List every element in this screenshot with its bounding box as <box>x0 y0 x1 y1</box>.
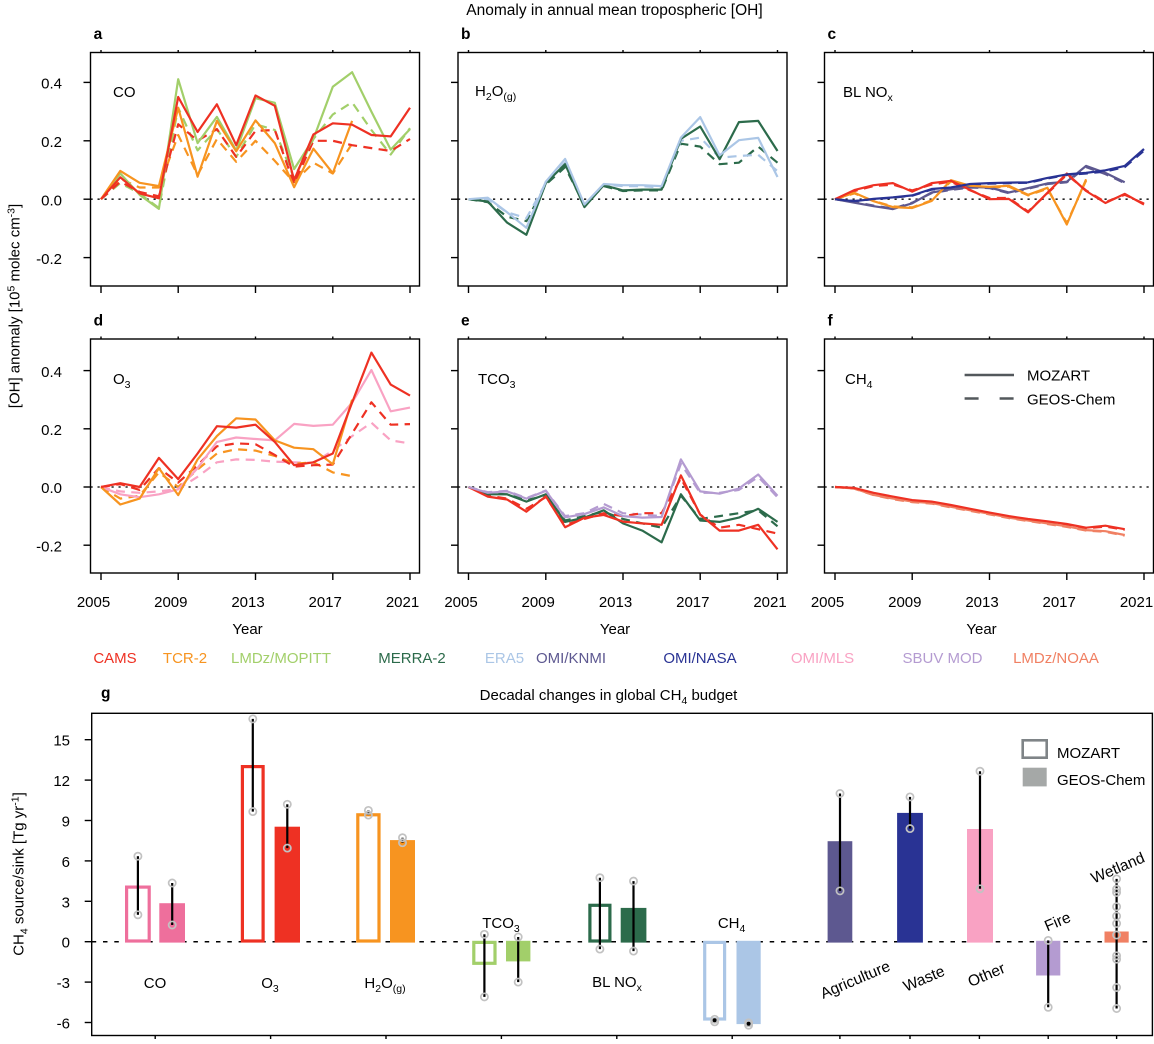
svg-text:GEOS-Chem: GEOS-Chem <box>1027 392 1115 409</box>
svg-text:2017: 2017 <box>676 594 709 611</box>
svg-text:-0.2: -0.2 <box>36 538 62 555</box>
svg-text:[OH] anomaly [105 molec cm-3]: [OH] anomaly [105 molec cm-3] <box>6 204 24 408</box>
svg-text:2005: 2005 <box>444 594 477 611</box>
svg-text:CH4 source/sink [Tg yr-1]: CH4 source/sink [Tg yr-1] <box>10 792 31 956</box>
svg-text:BL NOx: BL NOx <box>592 974 642 994</box>
svg-text:CAMS: CAMS <box>93 650 136 667</box>
svg-text:0.0: 0.0 <box>41 480 62 497</box>
svg-text:MERRA-2: MERRA-2 <box>378 650 446 667</box>
svg-text:Year: Year <box>966 621 996 638</box>
svg-text:2013: 2013 <box>599 594 632 611</box>
svg-text:GEOS-Chem: GEOS-Chem <box>1057 772 1145 789</box>
svg-text:Year: Year <box>232 621 262 638</box>
svg-text:2017: 2017 <box>1043 594 1076 611</box>
svg-text:2009: 2009 <box>154 594 187 611</box>
svg-text:b: b <box>461 26 470 43</box>
svg-text:0.4: 0.4 <box>41 76 62 93</box>
svg-text:f: f <box>828 313 834 330</box>
svg-text:0.2: 0.2 <box>41 134 62 151</box>
svg-text:12: 12 <box>53 773 70 790</box>
svg-text:6: 6 <box>62 854 70 871</box>
svg-text:2009: 2009 <box>888 594 921 611</box>
svg-text:2013: 2013 <box>231 594 264 611</box>
svg-text:2005: 2005 <box>77 594 110 611</box>
svg-text:2013: 2013 <box>965 594 998 611</box>
svg-text:2005: 2005 <box>811 594 844 611</box>
svg-text:0: 0 <box>62 935 70 952</box>
svg-text:2017: 2017 <box>309 594 342 611</box>
svg-text:2021: 2021 <box>1120 594 1153 611</box>
svg-text:3: 3 <box>62 894 70 911</box>
svg-text:a: a <box>94 26 103 43</box>
svg-text:CO: CO <box>144 975 167 992</box>
svg-text:Anomaly in annual mean troposp: Anomaly in annual mean tropospheric [OH] <box>466 2 762 19</box>
svg-text:9: 9 <box>62 814 70 831</box>
svg-text:-6: -6 <box>57 1016 70 1033</box>
svg-text:Decadal changes in global CH4: Decadal changes in global CH4 budget <box>480 687 739 707</box>
svg-text:CH4: CH4 <box>845 371 873 391</box>
svg-text:OMI/MLS: OMI/MLS <box>791 650 854 667</box>
svg-text:LMDz/NOAA: LMDz/NOAA <box>1013 650 1099 667</box>
svg-text:OMI/KNMI: OMI/KNMI <box>536 650 606 667</box>
svg-text:TCO3: TCO3 <box>478 371 516 391</box>
svg-text:LMDz/MOPITT: LMDz/MOPITT <box>231 650 331 667</box>
svg-text:Year: Year <box>600 621 630 638</box>
svg-text:TCR-2: TCR-2 <box>163 650 207 667</box>
svg-text:2021: 2021 <box>386 594 419 611</box>
svg-text:2009: 2009 <box>522 594 555 611</box>
svg-text:-3: -3 <box>57 975 70 992</box>
svg-text:MOZART: MOZART <box>1057 745 1120 762</box>
svg-text:c: c <box>828 26 837 43</box>
svg-text:SBUV MOD: SBUV MOD <box>902 650 982 667</box>
svg-text:g: g <box>101 685 110 702</box>
svg-text:TCO3: TCO3 <box>482 915 520 935</box>
svg-text:-0.2: -0.2 <box>36 251 62 268</box>
svg-text:0.4: 0.4 <box>41 364 62 381</box>
svg-text:e: e <box>461 313 470 330</box>
svg-text:BL NOx: BL NOx <box>843 84 893 104</box>
svg-text:0.2: 0.2 <box>41 422 62 439</box>
svg-text:MOZART: MOZART <box>1027 368 1090 385</box>
svg-text:CH4: CH4 <box>718 915 746 935</box>
svg-text:ERA5: ERA5 <box>485 650 524 667</box>
svg-text:OMI/NASA: OMI/NASA <box>663 650 736 667</box>
svg-text:0.0: 0.0 <box>41 192 62 209</box>
svg-text:d: d <box>94 313 103 330</box>
svg-text:15: 15 <box>53 733 70 750</box>
svg-text:CO: CO <box>113 84 136 101</box>
svg-text:2021: 2021 <box>753 594 786 611</box>
